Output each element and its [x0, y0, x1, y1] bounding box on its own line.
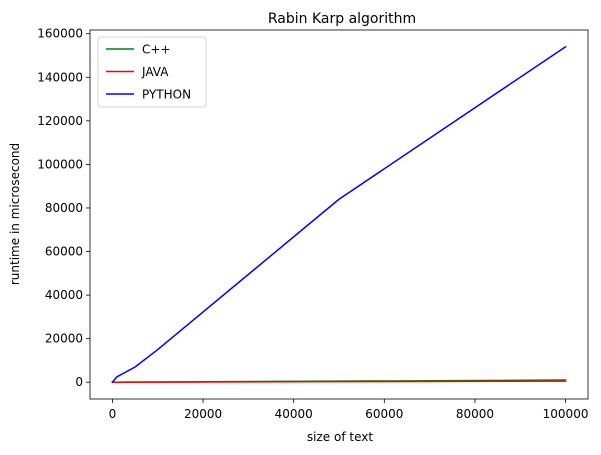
- x-tick-label: 60000: [365, 407, 403, 421]
- y-tick-label: 40000: [45, 288, 83, 302]
- y-tick-label: 140000: [37, 70, 83, 84]
- x-tick-label: 0: [109, 407, 117, 421]
- y-tick-label: 160000: [37, 27, 83, 41]
- y-tick-label: 60000: [45, 245, 83, 259]
- x-axis: 0 20000 40000 60000 80000 100000: [109, 399, 589, 421]
- legend-label-2: PYTHON: [142, 88, 191, 102]
- y-axis-label: runtime in microsecond: [8, 143, 22, 285]
- legend-box: [97, 36, 207, 108]
- x-tick-label: 80000: [456, 407, 494, 421]
- x-tick-label: 20000: [184, 407, 222, 421]
- y-tick-label: 80000: [45, 201, 83, 215]
- y-tick-label: 120000: [37, 114, 83, 128]
- series-line-1: [111, 380, 567, 383]
- chart-title: Rabin Karp algorithm: [268, 11, 416, 27]
- legend-label-1: JAVA: [141, 65, 169, 79]
- y-tick-label: 100000: [37, 157, 83, 171]
- series-line-2: [111, 45, 567, 384]
- plot-frame: [89, 29, 589, 400]
- x-axis-label: size of text: [307, 430, 373, 444]
- y-tick-label: 0: [75, 375, 83, 389]
- x-tick-label: 100000: [543, 407, 589, 421]
- legend: C++ JAVA PYTHON: [97, 36, 207, 108]
- plot-area: [89, 29, 589, 400]
- legend-label-0: C++: [142, 43, 171, 57]
- y-axis: 0 20000 40000 60000 80000 100000 120000 140000 1…: [37, 27, 90, 389]
- y-tick-label: 20000: [45, 332, 83, 346]
- x-tick-label: 40000: [275, 407, 313, 421]
